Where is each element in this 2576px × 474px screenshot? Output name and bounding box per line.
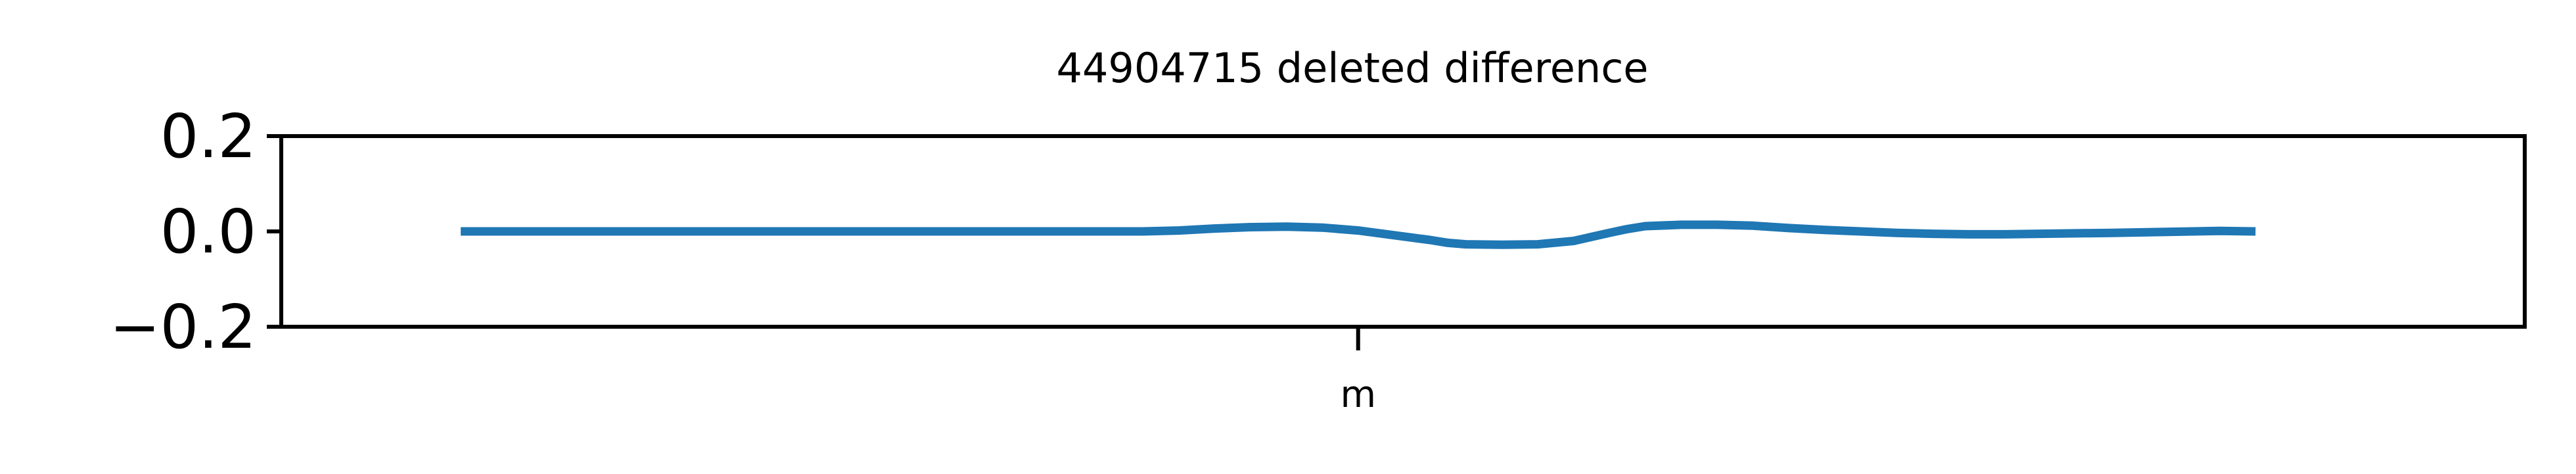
chart-title: 44904715 deleted difference [1057, 44, 1649, 92]
y-tick-label: 0.0 [160, 197, 256, 267]
y-tick-label: −0.2 [110, 292, 256, 362]
series-line [461, 220, 2256, 249]
x-axis: m [1340, 327, 1376, 416]
plot-area-frame [279, 134, 2527, 329]
y-tick-label: 0.2 [160, 101, 256, 172]
y-axis: 0.2 0.0 −0.2 [110, 101, 281, 362]
x-tick-label: m [1340, 373, 1376, 416]
